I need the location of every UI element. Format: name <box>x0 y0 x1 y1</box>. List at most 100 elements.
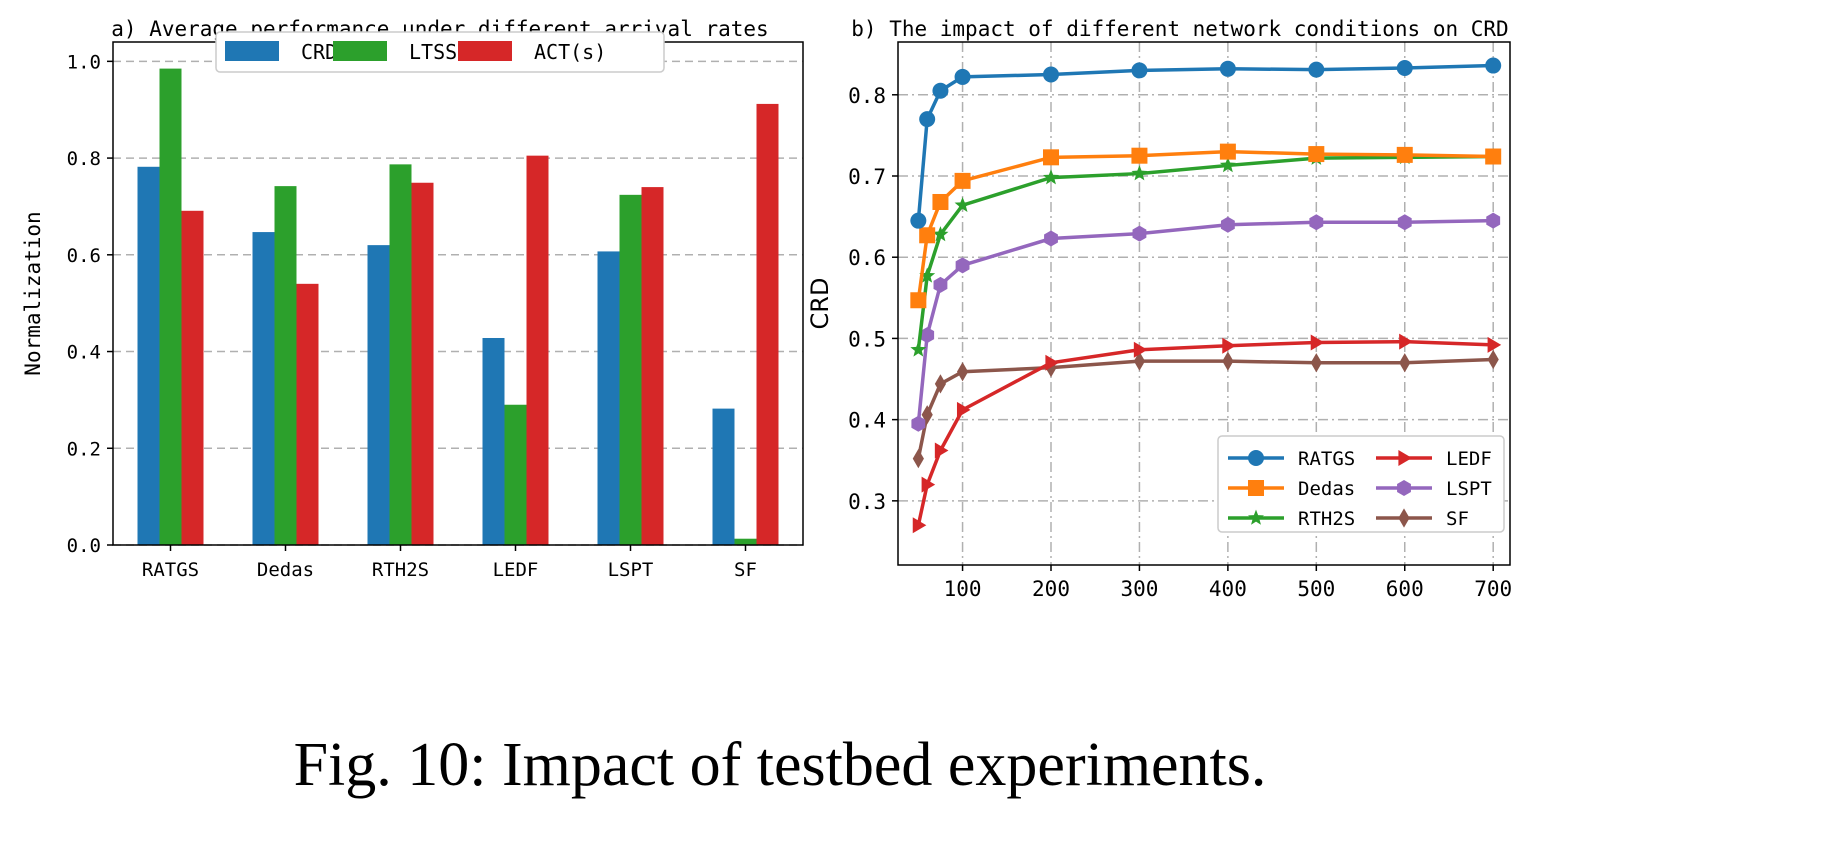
data-point-Dedas <box>932 193 949 210</box>
legend-marker-RATGS <box>1248 450 1264 466</box>
legend-label: SF <box>1446 508 1469 530</box>
data-point-LEDF <box>1222 337 1236 354</box>
x-tick-label: Dedas <box>257 559 314 581</box>
bar-CRD-RATGS <box>137 166 160 545</box>
bar-CRD-Dedas <box>252 232 275 545</box>
legend-box <box>215 31 665 73</box>
legend-swatch-ACT(s) <box>458 41 512 61</box>
data-point-Dedas <box>1308 146 1325 163</box>
series-line-RTH2S <box>916 154 1494 350</box>
data-point-RTH2S <box>932 226 949 242</box>
series-RATGS <box>910 57 1502 229</box>
x-tick-label: 100 <box>944 577 982 601</box>
bar-ACT(s)-RATGS <box>181 210 204 545</box>
bar-LTSS-LSPT <box>619 194 642 546</box>
legend-label: ACT(s) <box>534 40 606 64</box>
data-point-RATGS <box>932 82 949 99</box>
bar-CRD-LSPT <box>597 251 620 545</box>
data-point-LEDF <box>956 401 971 418</box>
series-Dedas <box>910 143 1502 309</box>
bar-LTSS-RTH2S <box>389 164 412 545</box>
legend-label: RATGS <box>1298 448 1355 470</box>
series-LEDF <box>912 333 1502 534</box>
bar-LTSS-Dedas <box>274 186 297 545</box>
y-tick-label: 0.0 <box>67 535 101 557</box>
data-point-LSPT <box>1309 214 1324 231</box>
series-line-LSPT <box>916 218 1494 424</box>
legend-label: RTH2S <box>1298 508 1355 530</box>
chart-a: a) Average performance under different a… <box>21 17 804 581</box>
data-point-Dedas <box>1396 146 1413 163</box>
legend-marker-SF <box>1398 508 1410 528</box>
data-point-SF <box>921 405 933 425</box>
x-tick-label: 600 <box>1386 577 1424 601</box>
y-tick-label: 0.4 <box>67 342 101 364</box>
y-tick-label: 0.8 <box>848 84 886 108</box>
data-point-LSPT <box>1132 225 1147 242</box>
data-point-LEDF <box>1399 333 1413 350</box>
chart-a-ylabel: Normalization <box>21 211 45 375</box>
y-tick-label: 0.5 <box>848 327 886 351</box>
data-point-LEDF <box>1310 334 1325 351</box>
bar-LTSS-LEDF <box>504 404 527 545</box>
legend-marker-Dedas <box>1248 480 1264 496</box>
data-point-RATGS <box>1131 62 1148 79</box>
data-point-Dedas <box>1131 147 1148 164</box>
data-point-Dedas <box>919 227 936 244</box>
y-tick-label: 0.6 <box>67 245 101 267</box>
bar-ACT(s)-SF <box>756 103 779 546</box>
chart-b-ylabel: CRD <box>806 278 834 330</box>
data-point-LSPT <box>955 257 970 274</box>
chart-b: b) The impact of different network condi… <box>806 17 1512 601</box>
legend-box <box>1217 435 1505 533</box>
series-line-SF <box>916 357 1494 459</box>
series-line-LEDF <box>916 339 1494 526</box>
data-point-RTH2S <box>954 196 971 213</box>
bar-LTSS-SF <box>734 538 757 545</box>
data-point-LSPT <box>1397 214 1412 231</box>
data-point-SF <box>1133 351 1146 371</box>
bar-ACT(s)-LSPT <box>641 187 664 545</box>
legend-label: LTSS <box>409 40 457 64</box>
y-tick-label: 0.6 <box>848 246 886 270</box>
data-point-RTH2S <box>1043 169 1059 185</box>
data-point-SF <box>1045 358 1057 378</box>
y-tick-label: 0.3 <box>848 490 886 514</box>
x-tick-label: 500 <box>1297 577 1335 601</box>
data-point-LSPT <box>911 415 926 432</box>
data-point-SF <box>1487 349 1499 370</box>
data-point-RTH2S <box>1219 157 1236 173</box>
data-point-LSPT <box>1044 230 1058 247</box>
legend-marker-RTH2S <box>1248 509 1264 525</box>
y-tick-label: 0.7 <box>848 165 886 189</box>
legend-label: LSPT <box>1446 478 1492 500</box>
legend-label: LEDF <box>1446 448 1492 470</box>
bar-ACT(s)-Dedas <box>296 283 319 545</box>
data-point-Dedas <box>1219 143 1236 160</box>
series-RTH2S <box>910 148 1502 357</box>
data-point-LSPT <box>1486 212 1501 229</box>
x-tick-label: 400 <box>1209 577 1247 601</box>
data-point-RATGS <box>910 212 927 229</box>
chart-b-title: b) The impact of different network condi… <box>851 17 1508 41</box>
legend-swatch-CRD <box>225 41 279 61</box>
series-SF <box>912 349 1499 469</box>
y-tick-label: 1.0 <box>67 51 101 73</box>
y-tick-label: 0.4 <box>848 409 886 433</box>
data-point-RATGS <box>954 68 971 85</box>
data-point-Dedas <box>954 172 971 189</box>
x-tick-label: RTH2S <box>372 559 429 581</box>
chart-b-legend: RATGS Dedas RTH2S LEDF LSPT SF <box>1217 435 1505 533</box>
x-tick-label: 700 <box>1474 577 1512 601</box>
data-point-SF <box>1310 353 1322 373</box>
x-tick-label: LEDF <box>493 559 539 581</box>
series-line-Dedas <box>916 149 1494 301</box>
data-point-RATGS <box>919 111 936 128</box>
bar-CRD-SF <box>712 408 735 545</box>
data-point-RATGS <box>1396 59 1413 76</box>
data-point-SF <box>1399 353 1411 373</box>
x-tick-label: 300 <box>1120 577 1158 601</box>
data-point-LSPT <box>1220 216 1235 233</box>
data-point-LSPT <box>920 327 935 344</box>
data-point-RTH2S <box>1131 165 1148 181</box>
